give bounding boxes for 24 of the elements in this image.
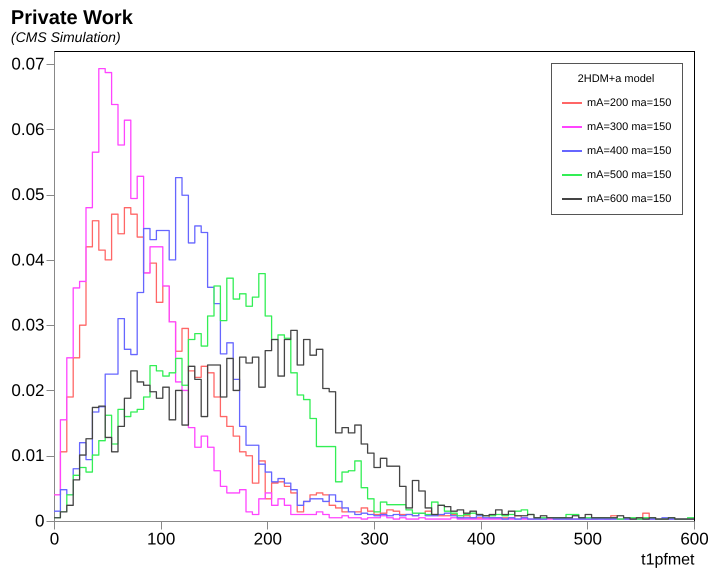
legend-label: mA=200 ma=150 [587, 97, 672, 109]
x-tick-label: 400 [466, 530, 496, 548]
chart-subtitle: (CMS Simulation) [10, 29, 121, 45]
y-tick-label: 0.05 [11, 185, 44, 204]
chart-title: Private Work [10, 7, 134, 29]
y-tick-label: 0.01 [11, 446, 44, 466]
y-tick-label: 0.07 [11, 54, 44, 74]
x-tick-label: 500 [574, 530, 602, 548]
x-tick-label: 200 [254, 530, 282, 548]
x-axis-title: t1pfmet [641, 552, 696, 568]
legend-label: mA=300 ma=150 [587, 121, 672, 133]
y-tick-label: 0.04 [11, 250, 44, 270]
x-tick-label: 600 [680, 530, 709, 548]
y-tick-label: 0.02 [11, 380, 44, 400]
legend-label: mA=500 ma=150 [587, 169, 672, 181]
y-tick-label: 0.06 [11, 120, 44, 139]
legend-label: mA=400 ma=150 [587, 145, 672, 157]
y-tick-label: 0.03 [11, 316, 44, 335]
x-tick-label: 100 [146, 530, 176, 548]
y-tick-label: 0 [35, 512, 44, 530]
x-tick-label: 300 [360, 530, 389, 548]
x-tick-label: 0 [50, 530, 60, 548]
legend-title: 2HDM+a model [578, 73, 654, 85]
legend-label: mA=600 ma=150 [587, 193, 672, 205]
